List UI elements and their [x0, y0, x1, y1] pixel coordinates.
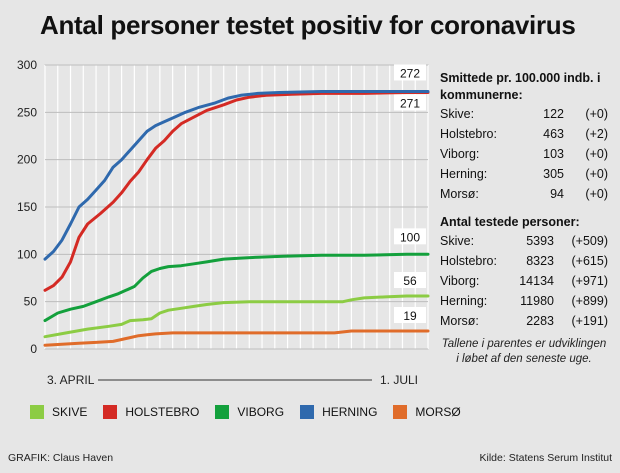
- chart-grid: [44, 64, 429, 381]
- stats-value: 103: [543, 147, 564, 161]
- stats-change: (+615): [571, 254, 608, 268]
- stats-change: (+191): [571, 314, 608, 328]
- stats-row: Viborg: 103 (+0): [440, 144, 608, 164]
- stats-change: (+971): [571, 274, 608, 288]
- parenthesis-note: Tallene i parentes er udviklingen i løbe…: [441, 338, 607, 365]
- stats-value: 122: [543, 107, 564, 121]
- series-line-viborg: [43, 252, 430, 323]
- x-label-end: 1. JULI: [380, 373, 419, 387]
- end-label-box: [394, 64, 426, 81]
- stats-change: (+0): [585, 107, 608, 121]
- infection-heading: Smittede pr. 100.000 indb. i kommunerne:: [440, 71, 601, 102]
- tested-table: Skive: 5393 (+509) Holstebro: 8323 (+615) Vibo…: [440, 231, 608, 331]
- stats-municipality: Herning:: [440, 294, 488, 308]
- stats-municipality: Morsø:: [440, 314, 479, 328]
- legend-label: HERNING: [322, 405, 378, 419]
- series-end-labels: 56 271 100 272 19: [394, 64, 426, 324]
- chart-title: Antal personer testet positiv for corona…: [40, 10, 576, 40]
- end-label-box: [394, 307, 426, 324]
- legend-label: HOLSTEBRO: [125, 405, 200, 419]
- stats-municipality: Viborg:: [440, 147, 480, 161]
- legend-label: SKIVE: [52, 405, 88, 419]
- stats-municipality: Skive:: [440, 107, 475, 121]
- end-label-holstebro: 271: [400, 96, 420, 110]
- stats-row: Morsø: 94 (+0): [440, 184, 608, 204]
- end-label-box: [394, 271, 426, 288]
- y-tick-label: 100: [17, 247, 37, 261]
- stats-change: (+0): [585, 167, 608, 181]
- end-label-morsø: 19: [403, 309, 417, 323]
- legend-swatch: [300, 405, 315, 419]
- stats-value: 8323: [526, 254, 554, 268]
- legend-swatch: [103, 405, 118, 419]
- stats-change: (+0): [585, 147, 608, 161]
- legend-item-morsø: MORSØ: [393, 405, 461, 419]
- stats-row: Herning: 305 (+0): [440, 164, 608, 184]
- stats-row: Skive: 122 (+0): [440, 104, 608, 124]
- stats-municipality: Holstebro:: [440, 254, 497, 268]
- legend-item-holstebro: HOLSTEBRO: [103, 405, 199, 419]
- stats-value: 14134: [519, 274, 554, 288]
- end-label-viborg: 100: [400, 230, 420, 244]
- y-axis-ticks: 0 50 100 150 200 250 300: [17, 58, 37, 356]
- stats-row: Holstebro: 8323 (+615): [440, 251, 608, 271]
- legend-label: MORSØ: [415, 405, 461, 419]
- series-lines: [43, 90, 430, 347]
- stats-value: 5393: [526, 234, 554, 248]
- legend-label: VIBORG: [237, 405, 285, 419]
- series-line-skive: [43, 294, 430, 339]
- stats-value: 305: [543, 167, 564, 181]
- stats-row: Herning: 11980 (+899): [440, 291, 608, 311]
- stats-municipality: Holstebro:: [440, 127, 497, 141]
- legend-swatch: [393, 405, 408, 419]
- stats-row: Skive: 5393 (+509): [440, 231, 608, 251]
- legend-item-skive: SKIVE: [30, 405, 87, 419]
- stats-change: (+0): [585, 187, 608, 201]
- series-line-holstebro: [43, 91, 430, 292]
- legend-item-herning: HERNING: [300, 405, 377, 419]
- y-tick-label: 200: [17, 153, 37, 167]
- stats-change: (+509): [571, 234, 608, 248]
- tested-heading: Antal testede personer:: [440, 215, 580, 229]
- line-chart: 0 50 100 150 200 250 300 56 271 100 272 19: [17, 58, 430, 381]
- stats-row: Viborg: 14134 (+971): [440, 271, 608, 291]
- source-credit: Kilde: Statens Serum Institut: [479, 452, 612, 464]
- infection-table: Skive: 122 (+0) Holstebro: 463 (+2) Viborg: 103…: [440, 104, 608, 204]
- stats-row: Morsø: 2283 (+191): [440, 311, 608, 331]
- sidebar-stats: Smittede pr. 100.000 indb. i kommunerne:…: [440, 70, 608, 367]
- legend-swatch: [30, 405, 44, 419]
- stats-change: (+899): [571, 294, 608, 308]
- y-tick-label: 300: [17, 58, 37, 72]
- y-tick-label: 250: [17, 105, 37, 119]
- end-label-herning: 272: [400, 67, 420, 81]
- end-label-box: [394, 228, 426, 245]
- y-tick-label: 150: [17, 200, 37, 214]
- legend-item-viborg: VIBORG: [215, 405, 284, 419]
- stats-row: Holstebro: 463 (+2): [440, 124, 608, 144]
- y-tick-label: 50: [24, 295, 38, 309]
- stats-value: 11980: [520, 294, 554, 308]
- series-line-herning: [43, 90, 430, 261]
- stats-change: (+2): [585, 127, 608, 141]
- end-label-box: [394, 94, 426, 111]
- graphic-credit: GRAFIK: Claus Haven: [8, 452, 114, 464]
- series-line-morsø: [43, 329, 430, 347]
- stats-value: 94: [550, 187, 564, 201]
- stats-municipality: Skive:: [440, 234, 475, 248]
- end-label-skive: 56: [403, 274, 417, 288]
- stats-municipality: Herning:: [440, 167, 488, 181]
- legend-swatch: [215, 405, 230, 419]
- stats-value: 463: [543, 127, 564, 141]
- x-label-start: 3. APRIL: [47, 373, 95, 387]
- stats-municipality: Morsø:: [440, 187, 479, 201]
- y-tick-label: 0: [30, 342, 37, 356]
- legend: SKIVE HOLSTEBRO VIBORG HERNING MORSØ: [30, 405, 461, 419]
- stats-value: 2283: [526, 314, 554, 328]
- stats-municipality: Viborg:: [440, 274, 480, 288]
